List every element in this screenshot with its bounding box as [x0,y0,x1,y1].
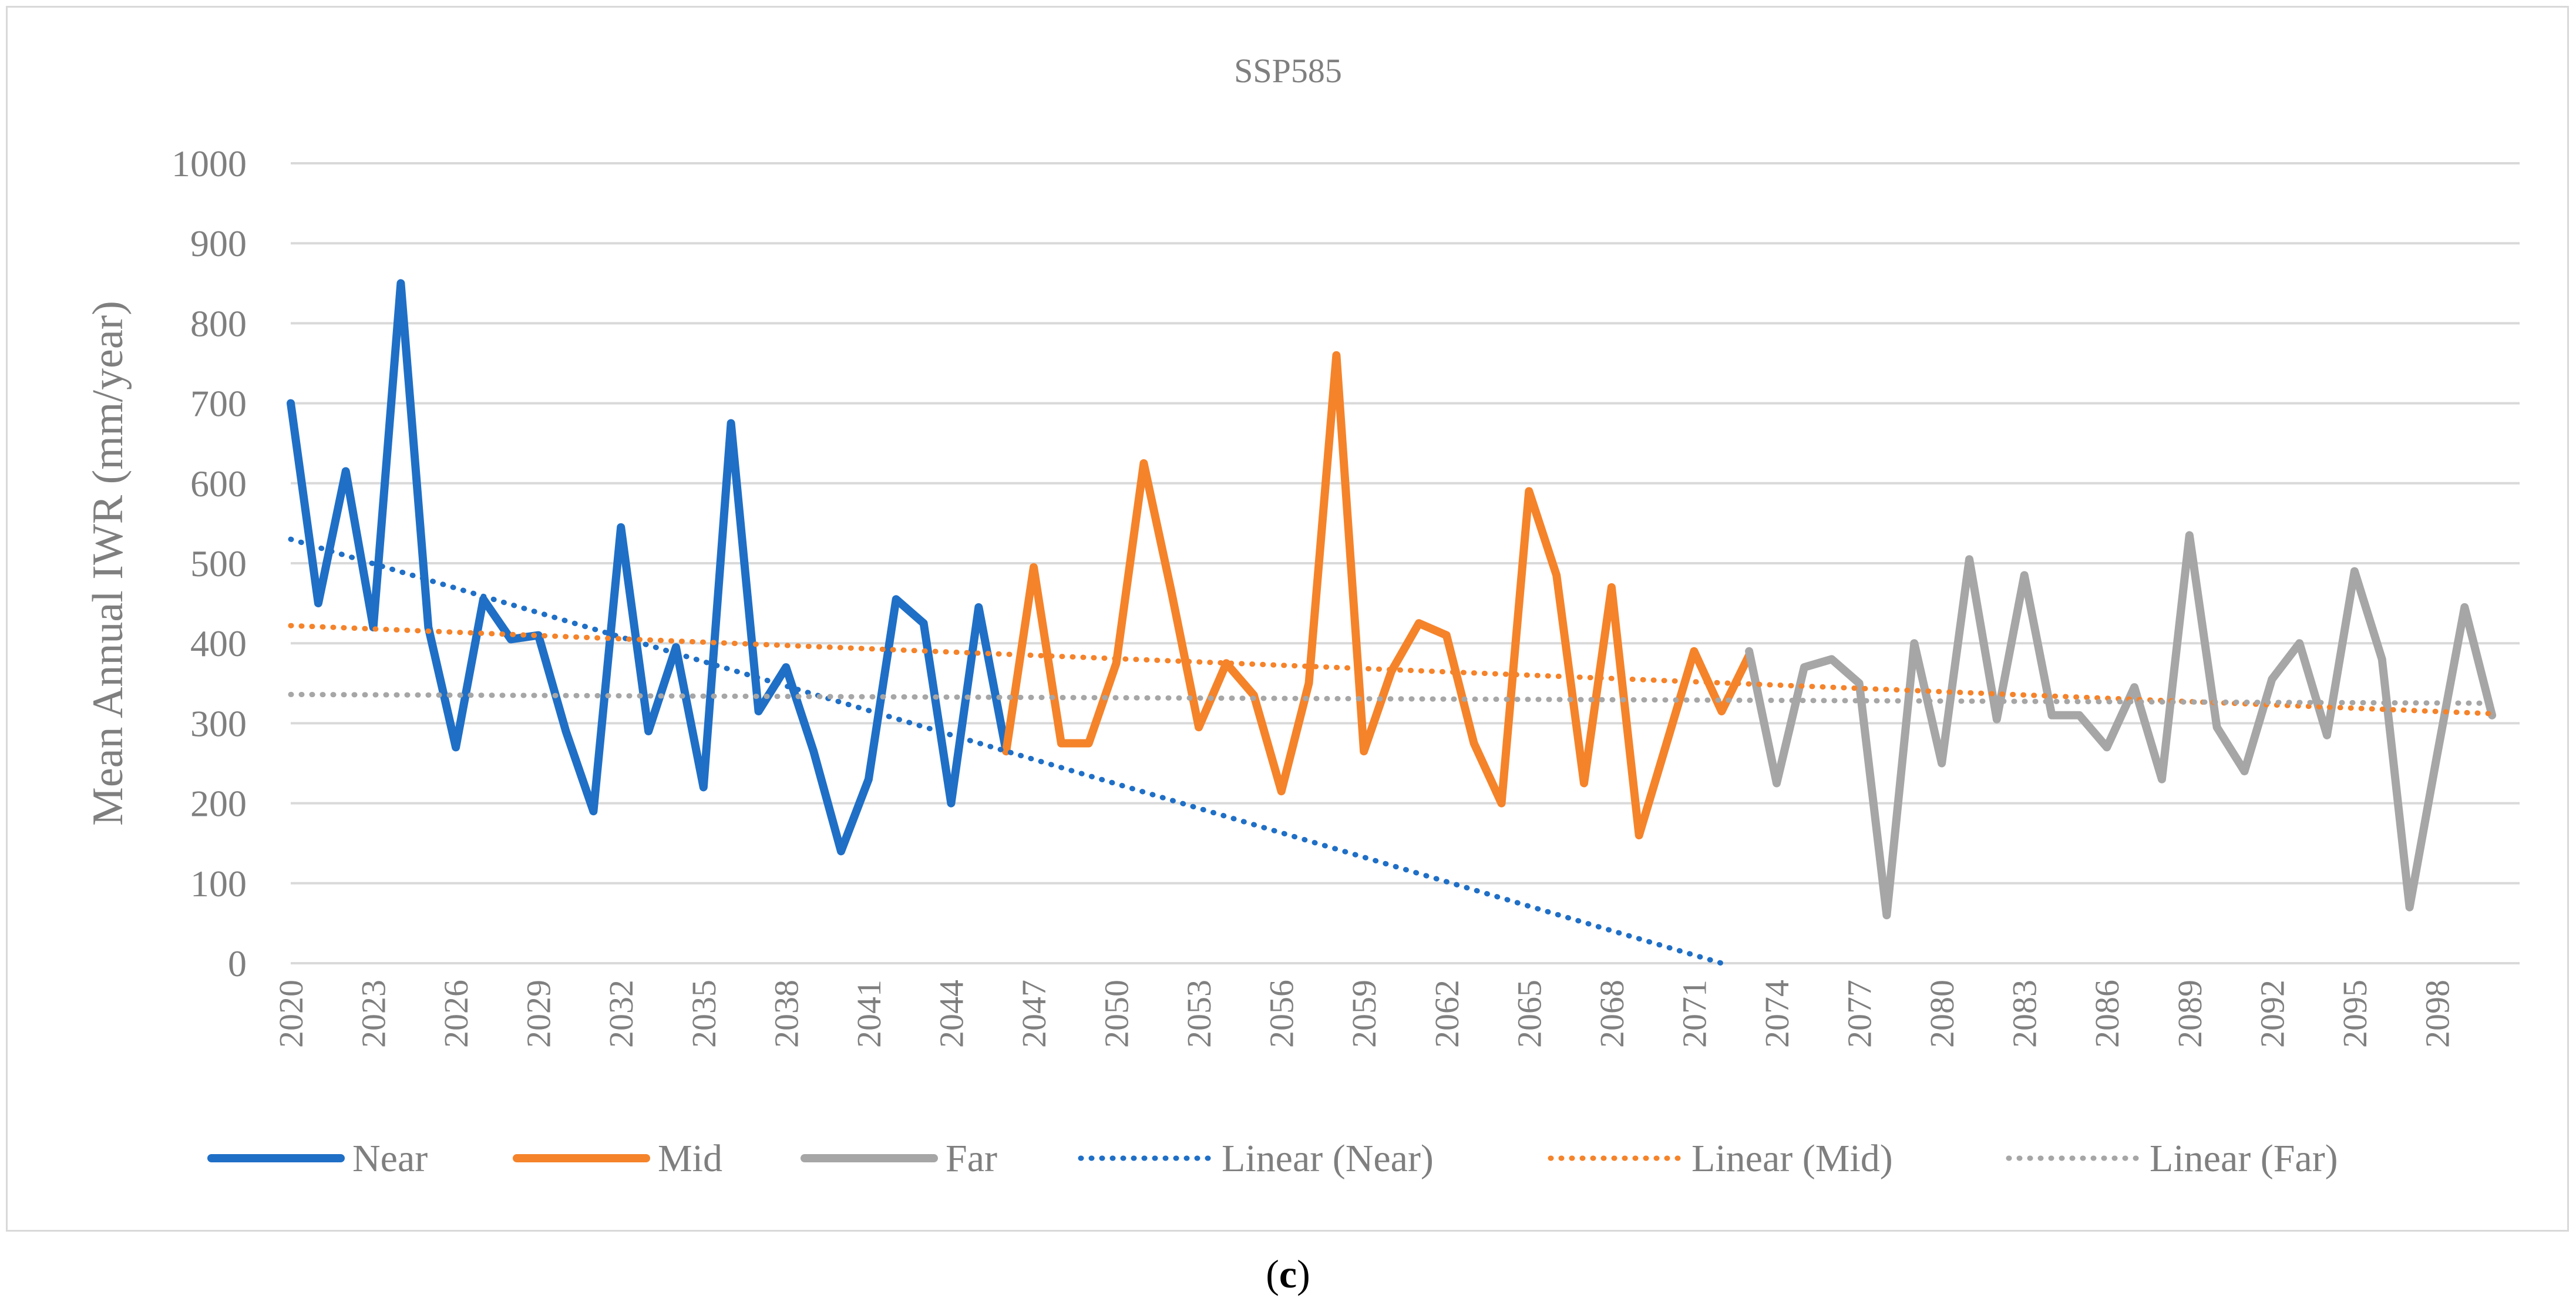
x-tick-label: 2068 [1593,980,1631,1048]
y-axis-label: Mean Annual IWR (mm/year) [84,301,132,826]
x-tick-label: 2092 [2253,980,2291,1048]
x-tick-label: 2059 [1345,980,1383,1048]
x-tick-label: 2023 [355,980,393,1048]
legend-label-mid: Mid [658,1137,722,1180]
legend-label-far: Far [946,1137,997,1180]
x-tick-label: 2020 [272,980,310,1048]
x-tick-label: 2098 [2418,980,2456,1048]
figure-caption: (c) [0,1251,2576,1297]
x-tick-label: 2089 [2171,980,2209,1048]
x-tick-label: 2095 [2336,980,2374,1048]
chart-title: SSP585 [1234,52,1342,90]
x-tick-label: 2032 [602,980,640,1048]
chart-frame [6,6,2569,1232]
y-tick-label: 700 [190,383,247,425]
x-tick-label: 2050 [1098,980,1136,1048]
legend-label-linear-far: Linear (Far) [2150,1137,2338,1180]
x-tick-label: 2074 [1758,980,1796,1048]
y-tick-label: 400 [190,623,247,664]
x-tick-label: 2071 [1675,980,1713,1048]
x-tick-label: 2041 [850,980,888,1048]
x-tick-label: 2026 [437,980,475,1048]
x-tick-label: 2029 [520,980,558,1048]
x-tick-label: 2083 [2006,980,2044,1048]
caption-close: ) [1297,1252,1310,1296]
y-tick-label: 800 [190,302,247,344]
x-tick-label: 2065 [1510,980,1548,1048]
x-tick-label: 2035 [685,980,723,1048]
y-tick-label: 500 [190,543,247,584]
y-tick-label: 200 [190,783,247,825]
series-line-far [1745,531,2497,920]
x-tick-label: 2080 [1923,980,1961,1048]
x-tick-label: 2062 [1428,980,1466,1048]
y-tick-label: 0 [228,943,247,984]
x-tick-label: 2047 [1015,980,1053,1048]
legend-label-linear-near: Linear (Near) [1222,1137,1434,1180]
x-tick-label: 2053 [1180,980,1218,1048]
legend-label-linear-mid: Linear (Mid) [1691,1137,1893,1180]
y-tick-label: 100 [190,863,247,904]
x-tick-label: 2044 [932,980,970,1048]
x-tick-label: 2086 [2088,980,2126,1048]
series-line-linear-mid [288,623,2495,717]
series-line-near [287,279,1011,856]
series-line-mid [1002,351,1754,840]
caption-open: ( [1266,1252,1279,1296]
series-line-linear-far [288,691,2495,706]
y-tick-label: 900 [190,223,247,264]
x-tick-label: 2077 [1841,980,1879,1048]
caption-letter: c [1279,1252,1297,1296]
y-tick-label: 600 [190,463,247,505]
y-tick-label: 1000 [171,143,247,184]
y-tick-label: 300 [190,702,247,744]
legend-label-near: Near [352,1137,428,1180]
x-tick-label: 2056 [1263,980,1301,1048]
x-tick-label: 2038 [767,980,805,1048]
